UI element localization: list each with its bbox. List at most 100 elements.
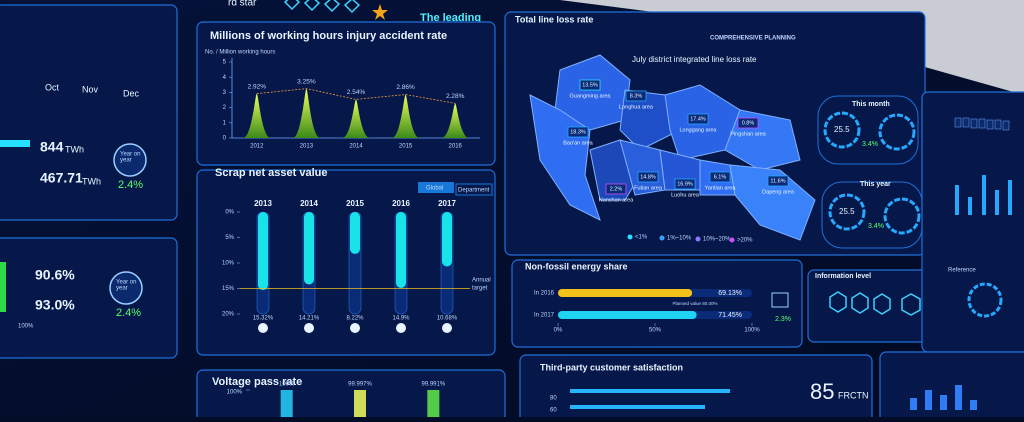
panel-title: Reference <box>948 268 976 274</box>
region-value: 8.3% <box>630 93 643 99</box>
score-unit: FRCTN <box>838 390 869 400</box>
badge-label: Year on <box>116 280 136 286</box>
x-tick-label: 2014 <box>300 199 318 208</box>
map-subtitle: July district integrated line loss rate <box>632 55 757 64</box>
energy-unit: TWh <box>65 144 84 154</box>
scale-label: 80 <box>550 396 557 402</box>
y-tick-label: 20% <box>222 312 235 318</box>
gauge-value: 3.4% <box>862 141 878 148</box>
panel <box>921 91 1024 353</box>
bar <box>396 212 406 288</box>
progress <box>570 389 730 393</box>
hex <box>873 293 891 315</box>
x-tick-label: 100% <box>744 328 760 334</box>
legend-dot <box>729 237 735 243</box>
region-badge <box>637 171 659 183</box>
y-tick-label: 0% <box>225 210 234 216</box>
month: Nov <box>82 84 99 94</box>
diamond <box>343 0 361 14</box>
tab[interactable] <box>455 183 493 196</box>
x-tick-label: 2015 <box>399 144 413 150</box>
panel-title: Third-party customer satisfaction <box>540 362 683 372</box>
category-label: In 2016 <box>534 291 555 297</box>
x-tick-label: 2016 <box>449 144 463 150</box>
icon <box>771 292 789 308</box>
region <box>729 164 816 241</box>
x-tick-label: 0% <box>554 328 563 334</box>
bar <box>304 212 314 285</box>
gauges: This month 25.5 3.4% This year 25.5 3.4% <box>817 95 923 249</box>
gauge <box>883 197 921 235</box>
digit-row <box>954 117 1010 131</box>
badge-label: Year on <box>120 152 140 158</box>
region <box>619 89 681 151</box>
digit-cell <box>1002 120 1010 131</box>
tab-label[interactable]: Global <box>426 186 443 192</box>
y-tick-label: 10% <box>222 261 235 267</box>
y-tick-label: 5% <box>225 235 234 241</box>
y-tick-label: 1 <box>223 120 227 126</box>
x-tick-label: 2015 <box>346 199 364 208</box>
peak <box>342 99 370 138</box>
mini-bar <box>955 385 962 410</box>
legend-label: >20% <box>737 238 753 244</box>
y-tick-label: 100% <box>227 390 243 396</box>
peak <box>441 103 470 138</box>
planned-label: Planned value 80.00% <box>672 301 717 306</box>
mini-bar <box>982 175 986 215</box>
region-badge <box>567 126 589 138</box>
x-tick-label: 2014 <box>349 144 363 150</box>
legend-label: 10%~20% <box>703 237 731 243</box>
region-badge <box>579 79 601 91</box>
panel <box>196 169 496 356</box>
tab[interactable] <box>418 182 454 193</box>
diamonds <box>283 0 388 20</box>
header-label: rd star <box>228 0 257 9</box>
gauge <box>967 282 1003 318</box>
gauge-value: 25.5 <box>834 125 850 134</box>
value-label: 71.45% <box>718 312 742 319</box>
region-name: Yantian area <box>705 185 737 191</box>
toggle <box>442 323 452 333</box>
y-tick-label: 2 <box>223 105 227 111</box>
bar <box>350 212 360 254</box>
digit-cell <box>962 117 970 128</box>
panel-title: Scrap net asset value <box>215 167 328 179</box>
bar-accent <box>0 140 30 147</box>
tab-label[interactable]: Department <box>458 188 490 194</box>
gauge-title: This year <box>860 181 891 188</box>
region-badge <box>767 175 789 187</box>
value-label: 99.997% <box>348 382 372 388</box>
digit-cell <box>970 118 978 129</box>
value-label: 69.13% <box>718 290 742 297</box>
badge <box>113 143 147 177</box>
x-tick-label: 2013 <box>254 199 272 208</box>
mini-bar <box>970 400 977 410</box>
mini-bar <box>1008 180 1012 215</box>
value-label: 2.86% <box>396 84 415 91</box>
bar <box>354 390 366 422</box>
x-tick-label: 2012 <box>250 144 264 150</box>
value-label: 15.32% <box>253 316 274 322</box>
x-tick-label: 50% <box>649 328 662 334</box>
digit-cell <box>994 119 1002 130</box>
value-label: 3.25% <box>297 78 316 85</box>
hex <box>901 293 921 316</box>
region <box>529 94 601 221</box>
region-name: Guangming area <box>570 93 612 99</box>
badge <box>109 271 143 305</box>
gauge <box>878 113 916 151</box>
value-label: 2.28% <box>446 93 465 100</box>
region-name: Luohu area <box>671 192 700 198</box>
hex <box>851 292 869 314</box>
x-tick-label: 2016 <box>392 199 410 208</box>
leading: The leading <box>420 12 481 24</box>
map <box>529 54 816 241</box>
rate: 93.0% <box>35 297 75 313</box>
region-value: 18.3% <box>570 129 586 135</box>
digit-cell <box>978 118 986 129</box>
x-tick-label: 2017 <box>438 199 456 208</box>
value-label: 99.991% <box>421 382 445 388</box>
category-label: In 2017 <box>534 313 555 319</box>
